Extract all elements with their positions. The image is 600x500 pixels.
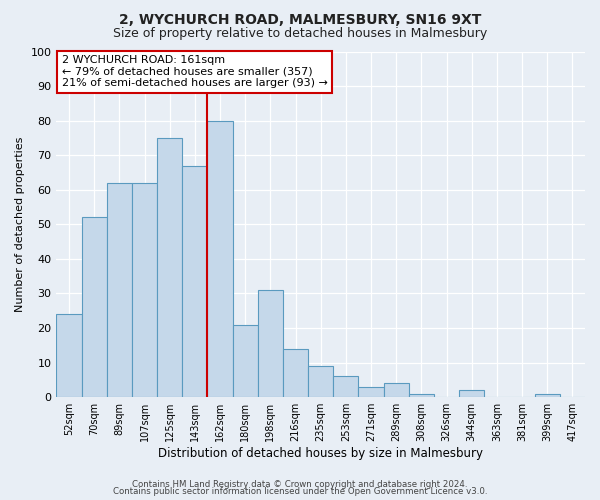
Bar (56, 314, 82, 397)
Bar (82, 218, 107, 397)
Text: 2 WYCHURCH ROAD: 161sqm
← 79% of detached houses are smaller (357)
21% of semi-d: 2 WYCHURCH ROAD: 161sqm ← 79% of detache… (62, 55, 328, 88)
Bar (208, 120, 233, 397)
Text: 2, WYCHURCH ROAD, MALMESBURY, SN16 9XT: 2, WYCHURCH ROAD, MALMESBURY, SN16 9XT (119, 12, 481, 26)
X-axis label: Distribution of detached houses by size in Malmesbury: Distribution of detached houses by size … (158, 447, 483, 460)
Y-axis label: Number of detached properties: Number of detached properties (15, 136, 25, 312)
Bar (182, 166, 208, 397)
Bar (333, 376, 358, 397)
Bar (535, 394, 560, 397)
Bar (258, 290, 283, 397)
Text: Contains public sector information licensed under the Open Government Licence v3: Contains public sector information licen… (113, 488, 487, 496)
Bar (107, 183, 132, 397)
Bar (409, 394, 434, 397)
Text: Contains HM Land Registry data © Crown copyright and database right 2024.: Contains HM Land Registry data © Crown c… (132, 480, 468, 489)
Bar (358, 387, 383, 397)
Text: Size of property relative to detached houses in Malmesbury: Size of property relative to detached ho… (113, 28, 487, 40)
Bar (132, 183, 157, 397)
Bar (308, 366, 333, 397)
Bar (233, 324, 258, 397)
Bar (283, 349, 308, 397)
Bar (459, 390, 484, 397)
Bar (157, 138, 182, 397)
Bar (383, 384, 409, 397)
